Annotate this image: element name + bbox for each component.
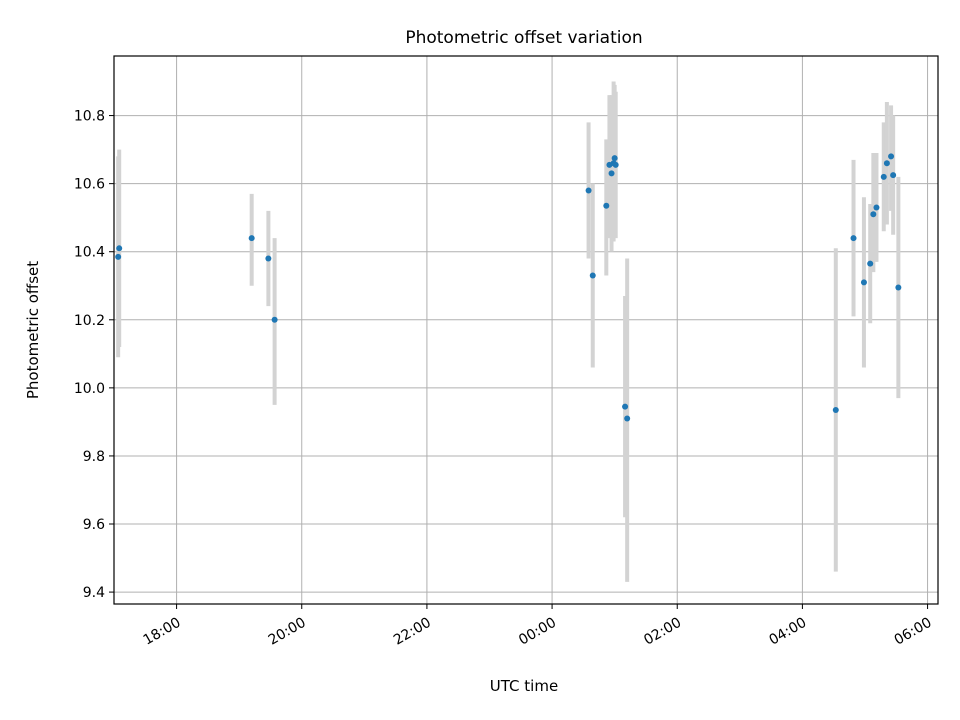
data-point xyxy=(888,153,895,160)
x-tick-label: 22:00 xyxy=(391,615,434,649)
data-point xyxy=(860,279,867,286)
data-point xyxy=(880,173,887,180)
y-axis-ticks: 9.4 9.6 9.8 10.0 10.2 10.4 10.6 10.8 xyxy=(74,109,114,601)
data-point xyxy=(624,415,631,422)
x-tick-label: 02:00 xyxy=(641,615,684,649)
data-point xyxy=(603,202,610,209)
data-point xyxy=(248,235,255,242)
y-axis-label: Photometric offset xyxy=(24,261,42,399)
data-point xyxy=(612,161,619,168)
y-tick-label: 10.0 xyxy=(74,381,105,397)
data-point xyxy=(890,172,897,179)
x-tick-label: 20:00 xyxy=(266,615,309,649)
data-point xyxy=(850,235,857,242)
y-tick-label: 10.8 xyxy=(74,109,105,125)
data-point xyxy=(589,272,596,279)
y-tick-label: 9.6 xyxy=(83,517,105,533)
y-tick-label: 9.8 xyxy=(83,449,105,465)
y-tick-label: 10.4 xyxy=(74,245,105,261)
x-tick-label: 00:00 xyxy=(516,615,559,649)
y-tick-label: 9.4 xyxy=(83,585,105,601)
x-tick-label: 04:00 xyxy=(766,615,809,649)
errorbars xyxy=(116,81,901,582)
data-point xyxy=(115,253,122,260)
x-axis-ticks: 18:00 20:00 22:00 00:00 02:00 04:00 06:00 xyxy=(141,604,935,649)
data-point xyxy=(116,245,123,252)
data-point xyxy=(895,284,902,291)
data-point xyxy=(622,403,629,410)
data-point xyxy=(271,316,278,323)
x-tick-label: 18:00 xyxy=(141,615,184,649)
data-points xyxy=(115,153,902,422)
data-point xyxy=(611,155,618,162)
data-point xyxy=(585,187,592,194)
grid xyxy=(114,56,938,604)
data-point xyxy=(832,406,839,413)
data-point xyxy=(265,255,272,262)
data-point xyxy=(867,260,874,267)
plot-frame xyxy=(113,55,939,605)
data-point xyxy=(873,204,880,211)
data-point xyxy=(870,211,877,218)
y-tick-label: 10.6 xyxy=(74,177,105,193)
chart-title: Photometric offset variation xyxy=(405,28,642,48)
data-point xyxy=(608,170,615,177)
x-axis-label: UTC time xyxy=(490,677,558,695)
y-tick-label: 10.2 xyxy=(74,313,105,329)
x-tick-label: 06:00 xyxy=(892,615,935,649)
data-point xyxy=(883,160,890,167)
